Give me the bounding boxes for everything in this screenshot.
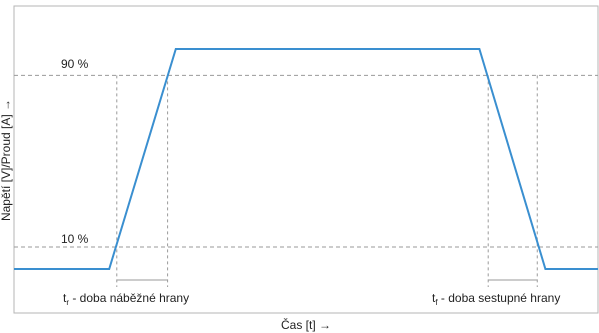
y-axis-label: Napětí [V]/Proud [A] → [0,99,13,221]
fall-time-subscript: f [435,298,438,307]
rise-time-annotation: tr - doba náběžné hrany [63,291,189,307]
signal-series-line [14,48,598,270]
rise-time-text: - doba náběžné hrany [69,291,189,305]
fall-time-text: - doba sestupné hrany [438,291,561,305]
plot-frame [13,5,599,314]
ref-label-10: 10 % [61,232,89,246]
fall-time-symbol: t [432,291,436,305]
fall-time-annotation: tf - doba sestupné hrany [432,291,560,307]
rise-time-symbol: t [63,291,67,305]
x-axis-label: Čas [t] → [281,317,331,332]
ref-label-90: 90 % [61,57,89,71]
rise-time-subscript: r [66,298,69,307]
